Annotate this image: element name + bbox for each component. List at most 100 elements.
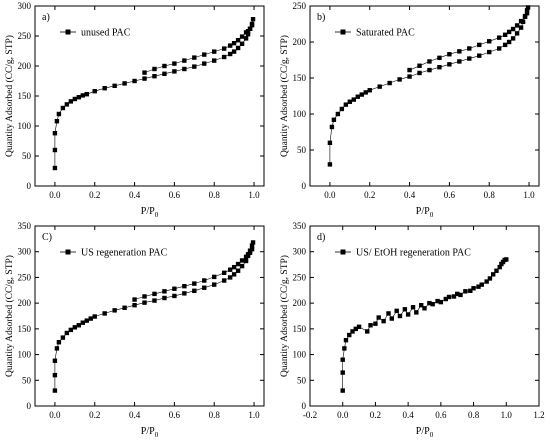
- data-point: [510, 36, 516, 41]
- panel-b: 0.0 0.2 0.4 0.6 0.8 1.0 0 50 100 150 200 250 P/P0 Qua…: [279, 1, 540, 219]
- y-tick-label: 50: [297, 145, 307, 155]
- data-point: [221, 278, 227, 283]
- data-point: [494, 268, 499, 273]
- data-point: [122, 305, 127, 310]
- data-point: [477, 53, 482, 58]
- y-tick-label: 300: [18, 247, 32, 257]
- data-point: [419, 303, 424, 308]
- data-point: [414, 310, 419, 315]
- data-point: [353, 326, 358, 332]
- data-point: [152, 298, 157, 303]
- data-point: [56, 111, 62, 117]
- panel-a: 0.0 0.2 0.4 0.6 0.8 1.0 0 50 100 150 200 250 300 P/P0…: [4, 1, 265, 219]
- data-point: [496, 46, 502, 51]
- legend-marker: [340, 249, 346, 255]
- y-tick-label: 350: [293, 221, 307, 231]
- x-tick-label: 0.0: [49, 190, 61, 200]
- y-tick-label: 50: [22, 151, 32, 161]
- data-point: [243, 36, 249, 41]
- data-point: [427, 59, 432, 64]
- data-point: [239, 41, 245, 46]
- data-point: [487, 39, 492, 44]
- y-tick-label: 200: [293, 298, 307, 308]
- data-point: [438, 299, 444, 305]
- legend-marker: [340, 29, 346, 35]
- x-axis-label: P/P0: [416, 426, 434, 439]
- y-axis-label: Quantity Adsorbed (CC/g, STP): [4, 255, 15, 377]
- data-point: [522, 14, 528, 19]
- data-point: [192, 288, 197, 293]
- y-axis-label: Quantity Adsorbed (CC/g, STP): [279, 35, 290, 157]
- x-tick-label: 0.8: [484, 190, 496, 200]
- data-point: [376, 315, 381, 320]
- data-point: [463, 289, 468, 294]
- data-point: [340, 370, 345, 375]
- panel-d: -0.2 0.0 0.2 0.4 0.6 0.8 1.0 1.2 0 50 100 150 200 250…: [279, 221, 545, 439]
- y-tick-label: 150: [18, 324, 32, 334]
- data-point: [243, 254, 249, 260]
- y-tick-label: 200: [18, 298, 32, 308]
- data-point: [427, 67, 432, 73]
- data-point: [162, 295, 167, 301]
- y-tick-label: 250: [293, 1, 307, 11]
- data-point: [162, 289, 167, 294]
- legend-marker: [65, 249, 71, 255]
- x-tick-label: 0.2: [364, 190, 375, 200]
- data-point: [502, 42, 508, 48]
- data-point: [397, 77, 402, 82]
- series-line: [54, 242, 254, 391]
- data-point: [112, 308, 117, 313]
- data-point: [152, 66, 157, 72]
- x-tick-label: 0.6: [169, 190, 181, 200]
- y-tick-label: 350: [18, 221, 32, 231]
- panel-label: C): [42, 232, 52, 243]
- legend-marker: [65, 29, 71, 35]
- data-point: [152, 291, 157, 297]
- y-tick-label: 100: [18, 121, 32, 131]
- data-point: [457, 49, 462, 54]
- data-point: [327, 162, 333, 167]
- data-point: [102, 86, 107, 91]
- data-point: [525, 5, 531, 10]
- plot-frame: [34, 225, 265, 407]
- y-tick-label: 150: [293, 73, 307, 83]
- x-axis-label: P/P0: [141, 426, 159, 439]
- data-point: [363, 90, 368, 95]
- data-point: [249, 243, 255, 248]
- panel-label: a): [42, 12, 50, 23]
- y-tick-label: 100: [293, 109, 307, 119]
- panel-c: 0.0 0.2 0.4 0.6 0.8 1.0 0 50 100 150 200 250 300 350 P…: [4, 221, 265, 439]
- y-tick-label: 100: [18, 350, 32, 360]
- data-point: [52, 165, 58, 171]
- data-point: [249, 246, 255, 252]
- data-point: [487, 49, 492, 55]
- data-point: [212, 58, 217, 63]
- data-point: [386, 311, 391, 316]
- data-point: [142, 300, 147, 305]
- data-point: [192, 281, 197, 286]
- data-point: [142, 70, 147, 75]
- data-point: [64, 330, 70, 336]
- data-point: [212, 49, 217, 54]
- data-point: [340, 388, 345, 393]
- data-point: [182, 66, 187, 72]
- data-point: [112, 83, 117, 88]
- data-point: [192, 55, 197, 60]
- data-point: [80, 320, 85, 325]
- data-point: [377, 84, 382, 89]
- x-tick-label: 0.4: [404, 190, 416, 200]
- data-point: [172, 286, 177, 291]
- data-point: [347, 99, 353, 104]
- y-tick-label: 150: [293, 324, 307, 334]
- x-tick-label: 1.0: [523, 190, 535, 200]
- x-tick-label: 1.2: [533, 410, 544, 420]
- data-point: [142, 294, 147, 299]
- x-tick-label: 0.2: [89, 190, 100, 200]
- data-point: [443, 296, 448, 302]
- data-point: [52, 131, 58, 136]
- data-point: [407, 67, 412, 73]
- legend-label: Saturated PAC: [356, 28, 415, 39]
- data-point: [239, 263, 245, 269]
- data-point: [487, 276, 493, 281]
